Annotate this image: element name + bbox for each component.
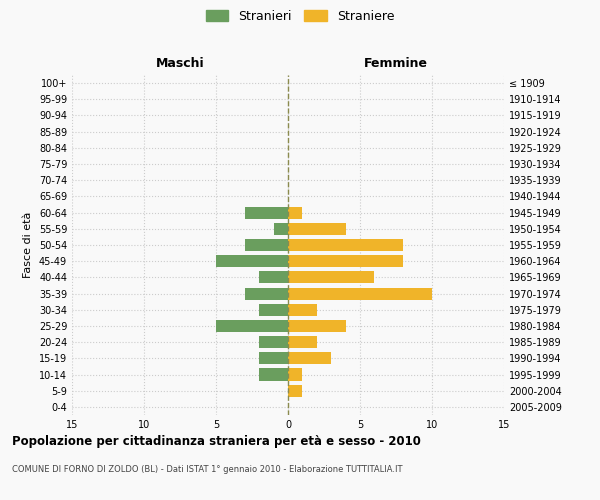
Bar [288,384,302,397]
Bar [245,239,288,251]
Bar [288,320,346,332]
Bar [259,352,288,364]
Bar [245,206,288,218]
Bar [288,368,302,380]
Bar [288,272,374,283]
Bar [216,255,288,268]
Legend: Stranieri, Straniere: Stranieri, Straniere [202,6,398,26]
Bar [259,336,288,348]
Bar [288,352,331,364]
Bar [288,336,317,348]
Text: COMUNE DI FORNO DI ZOLDO (BL) - Dati ISTAT 1° gennaio 2010 - Elaborazione TUTTIT: COMUNE DI FORNO DI ZOLDO (BL) - Dati IST… [12,465,403,474]
Bar [288,239,403,251]
Bar [274,222,288,235]
Bar [216,320,288,332]
Text: Popolazione per cittadinanza straniera per età e sesso - 2010: Popolazione per cittadinanza straniera p… [12,435,421,448]
Bar [288,222,346,235]
Y-axis label: Fasce di età: Fasce di età [23,212,33,278]
Text: Femmine: Femmine [364,57,428,70]
Bar [259,304,288,316]
Text: Maschi: Maschi [155,57,205,70]
Bar [288,255,403,268]
Bar [288,304,317,316]
Bar [288,206,302,218]
Bar [245,288,288,300]
Bar [259,368,288,380]
Bar [259,272,288,283]
Bar [288,288,432,300]
